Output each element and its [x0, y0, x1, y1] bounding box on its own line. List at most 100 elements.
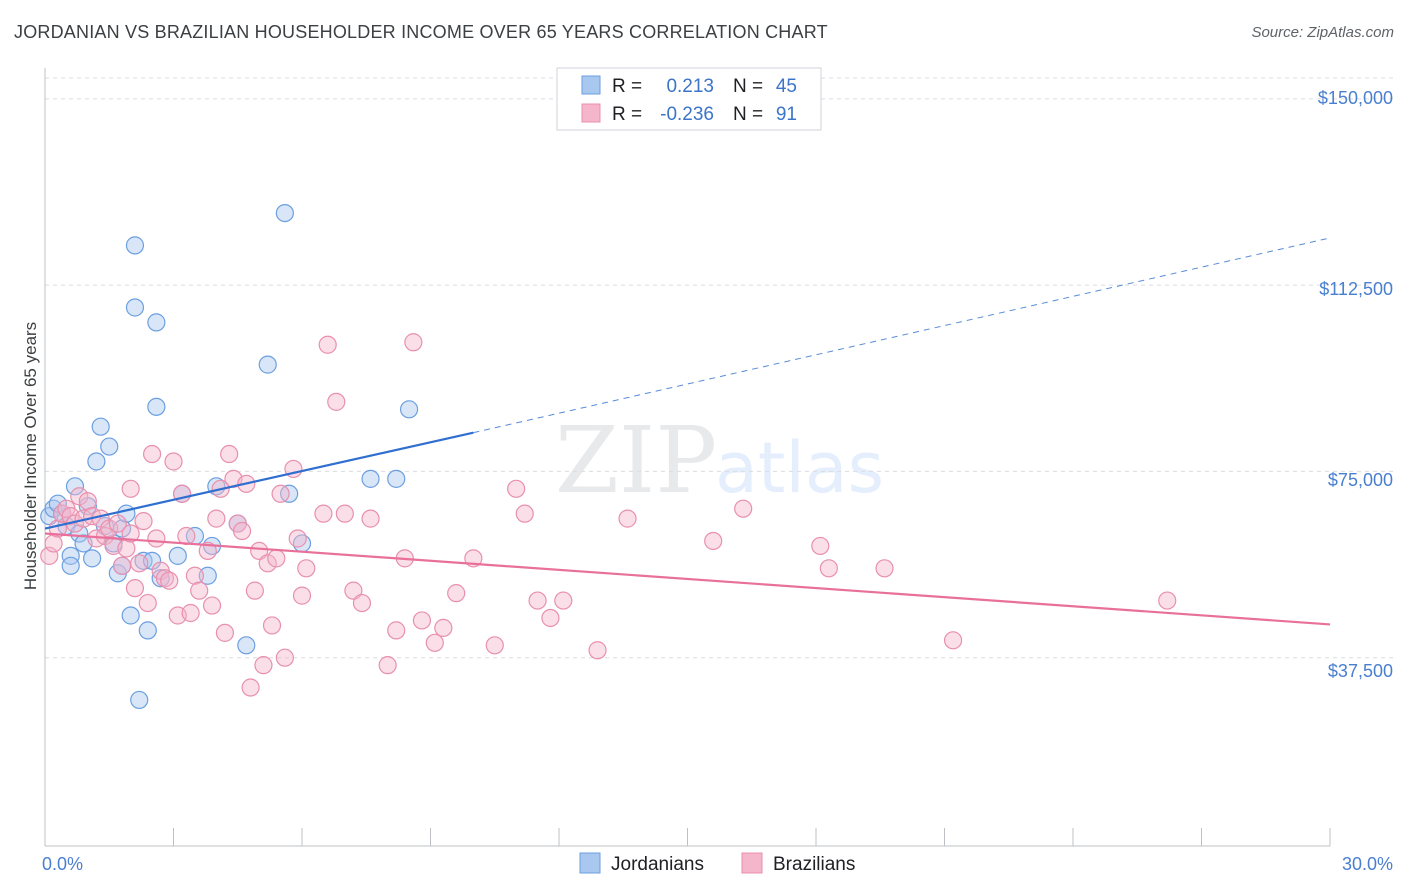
jordanian-point: [387, 469, 406, 488]
jordanian-point: [258, 355, 277, 374]
brazilian-point: [254, 656, 273, 675]
series-legend: Jordanians Brazilians: [579, 852, 855, 875]
brazilian-trend-line: [44, 532, 1331, 626]
brazilian-point: [250, 541, 269, 561]
brazilian-point: [447, 584, 466, 603]
brazilian-point: [618, 509, 637, 528]
brazilian-point: [1158, 591, 1177, 610]
brazilian-point: [164, 452, 183, 471]
brazilian-point: [215, 623, 234, 642]
legend-r-label: R =: [612, 104, 642, 125]
jordanian-point: [399, 400, 419, 419]
brazilian-point: [412, 611, 432, 630]
jordanian-point: [121, 606, 140, 625]
legend-r-value: -0.236: [660, 104, 714, 125]
brazilian-point: [220, 444, 239, 464]
brazilian-point: [130, 554, 149, 573]
brazilian-point: [352, 593, 372, 613]
jordanian-point: [147, 313, 166, 332]
grid-lines: [45, 77, 1395, 659]
brazilian-point: [232, 521, 252, 541]
jordanian-point: [125, 236, 145, 255]
brazilian-point: [541, 608, 560, 628]
legend-box: [556, 67, 822, 131]
brazilian-point: [185, 566, 205, 585]
brazilian-point: [207, 509, 226, 528]
brazilian-point: [704, 531, 723, 551]
brazilian-point: [335, 504, 354, 523]
series-legend-swatch-brazilians: [741, 852, 763, 874]
y-tick-labels: $150,000 $112,500 $75,000 $37,500: [1318, 88, 1393, 681]
jordanian-point: [91, 417, 110, 436]
brazilian-point: [515, 504, 534, 523]
brazilian-point: [241, 678, 260, 697]
brazilian-point: [943, 631, 963, 650]
legend-n-value: 91: [776, 104, 797, 125]
jordanian-point: [83, 549, 102, 568]
axes: [44, 68, 1331, 847]
brazilian-point: [198, 541, 217, 561]
brazilian-point: [485, 636, 504, 655]
brazilian-point: [297, 559, 316, 578]
brazilian-point: [554, 591, 573, 610]
source-label: Source: ZipAtlas.com: [1251, 24, 1394, 41]
trend-lines: [44, 237, 1331, 626]
brazilian-point: [588, 641, 607, 660]
jordanian-trend-line: [44, 431, 474, 530]
brazilian-point: [125, 579, 145, 598]
y-tick-label: $112,500: [1319, 279, 1393, 299]
stats-legend: R = 0.213 N = 45 R = -0.236 N = 91: [556, 67, 822, 131]
brazilian-point: [528, 591, 547, 610]
jordanian-point: [130, 690, 149, 710]
brazilian-point: [267, 549, 286, 568]
brazilian-point: [434, 618, 453, 638]
brazilian-points: [40, 333, 1177, 697]
brazilian-point: [121, 479, 140, 498]
watermark: ZIP atlas: [555, 407, 884, 514]
jordanian-point: [237, 636, 256, 655]
jordanian-point: [361, 469, 380, 488]
series-legend-swatch-jordanians: [579, 852, 601, 874]
brazilian-point: [819, 559, 838, 578]
legend-r-label: R =: [612, 76, 642, 97]
jordanian-point: [87, 452, 106, 471]
brazilian-point: [318, 335, 337, 354]
series-legend-label-jordanians: Jordanians: [611, 854, 704, 875]
jordanian-point: [100, 437, 119, 456]
brazilian-point: [292, 586, 312, 605]
brazilian-point: [245, 581, 264, 600]
jordanian-points: [40, 203, 419, 710]
jordanian-point: [65, 477, 85, 496]
brazilian-point: [344, 581, 363, 600]
brazilian-point: [507, 479, 526, 498]
chart-title: JORDANIAN VS BRAZILIAN HOUSEHOLDER INCOM…: [14, 22, 828, 42]
brazilian-point: [734, 499, 753, 518]
x-tick-label-min: 0.0%: [42, 854, 83, 874]
legend-swatch-jordanians: [581, 75, 601, 95]
jordanian-point: [275, 203, 294, 223]
brazilian-point: [112, 556, 132, 575]
brazilian-point: [78, 492, 97, 511]
brazilian-point: [378, 656, 397, 675]
brazilian-point: [190, 581, 209, 600]
brazilian-point: [875, 559, 894, 578]
y-tick-label: $150,000: [1318, 88, 1393, 108]
jordanian-point: [138, 621, 157, 640]
jordanian-point: [61, 556, 80, 575]
jordanian-point: [168, 546, 187, 565]
legend-n-value: 45: [776, 76, 797, 97]
brazilian-point: [288, 529, 307, 548]
legend-swatch-brazilians: [581, 103, 601, 123]
series-legend-label-brazilians: Brazilians: [773, 854, 855, 875]
jordanian-point: [125, 298, 145, 317]
brazilian-point: [134, 511, 153, 531]
brazilian-point: [262, 616, 282, 635]
brazilian-point: [404, 333, 423, 352]
brazilian-point: [314, 504, 333, 523]
jordanian-point: [48, 494, 67, 513]
y-tick-label: $75,000: [1328, 470, 1393, 490]
brazilian-point: [811, 536, 830, 556]
brazilian-point: [138, 593, 157, 613]
brazilian-point: [121, 524, 140, 543]
